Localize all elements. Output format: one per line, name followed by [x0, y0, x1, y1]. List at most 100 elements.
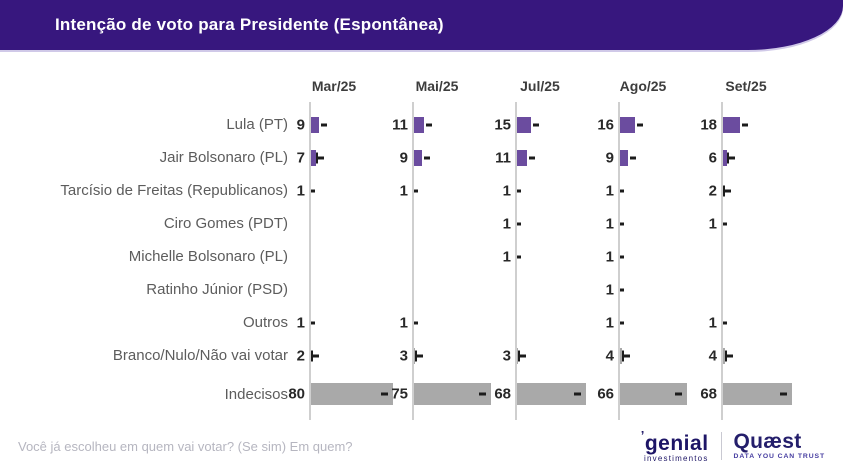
value-label: 2 [708, 182, 717, 199]
marker-dash [528, 156, 535, 159]
marker-dash [619, 321, 624, 324]
marker-dash [425, 123, 432, 126]
value-label: 9 [605, 149, 614, 166]
marker-dash [675, 392, 683, 396]
marker-dash [423, 156, 430, 159]
quaest-logo-text: Quæst [733, 430, 802, 454]
column-header: Ago/25 [619, 78, 667, 94]
bar [515, 383, 587, 405]
marker-tick [725, 350, 728, 361]
value-label: 66 [597, 385, 614, 403]
marker-dash [413, 321, 418, 324]
value-cell: 68 [700, 372, 824, 416]
value-label: 11 [392, 116, 408, 133]
column-header: Mar/25 [311, 78, 357, 94]
marker-dash [619, 288, 624, 291]
marker-dash [381, 392, 388, 396]
marker-dash [318, 156, 325, 159]
chart-row: Tarcísio de Freitas (Republicanos) 1 1 1 1 2 [0, 174, 843, 207]
value-cell: 1 [297, 174, 412, 207]
marker-dash [722, 222, 727, 225]
value-label: 1 [296, 314, 305, 331]
marker-dash [636, 123, 643, 126]
marker-dash [619, 222, 624, 225]
marker-dash [516, 255, 521, 258]
value-label: 1 [502, 182, 511, 199]
title-banner: Intenção de voto para Presidente (Espont… [0, 0, 843, 50]
logo-group: ’genial investimentos Quæst DATA YOU CAN… [641, 429, 825, 463]
value-cell: 9 [400, 141, 515, 174]
marker-dash [310, 189, 315, 192]
value-cell: 1 [606, 207, 721, 240]
value-cell [309, 240, 412, 273]
column-header: Mai/25 [415, 78, 459, 94]
value-cell: 4 [709, 339, 824, 372]
column-gridline [412, 102, 414, 420]
value-label: 3 [399, 347, 408, 364]
value-label: 1 [502, 248, 511, 265]
row-label: Tarcísio de Freitas (Republicanos) [60, 182, 288, 199]
genial-logo-subtext: investimentos [644, 454, 709, 463]
value-label: 1 [605, 314, 614, 331]
value-label: 4 [708, 347, 717, 364]
row-label: Jair Bolsonaro (PL) [159, 149, 288, 166]
page-title: Intenção de voto para Presidente (Espont… [55, 15, 444, 34]
value-label: 7 [296, 149, 305, 166]
value-label: 1 [605, 215, 614, 232]
chart-row: Lula (PT) 9 11 15 16 18 [0, 108, 843, 141]
value-label: 18 [700, 116, 717, 133]
bar [721, 383, 793, 405]
marker-dash [725, 189, 732, 192]
marker-dash [729, 156, 736, 159]
marker-dash [722, 321, 727, 324]
bar [721, 116, 740, 133]
bar [515, 149, 527, 166]
value-cell: 75 [391, 372, 515, 416]
marker-dash [478, 392, 486, 396]
value-label: 1 [399, 182, 408, 199]
bar [515, 116, 531, 133]
chart-row: Ciro Gomes (PDT) 1 1 1 [0, 207, 843, 240]
value-cell: 7 [297, 141, 412, 174]
column-header: Set/25 [725, 78, 767, 94]
marker-dash [619, 255, 624, 258]
value-cell: 4 [606, 339, 721, 372]
value-cell [412, 240, 515, 273]
value-cell: 6 [709, 141, 824, 174]
value-cell: 1 [400, 306, 515, 339]
value-cell: 1 [709, 306, 824, 339]
value-cell: 9 [606, 141, 721, 174]
value-cell: 11 [392, 108, 515, 141]
value-cell: 11 [495, 141, 618, 174]
marker-dash [313, 354, 320, 357]
bar [412, 116, 424, 133]
value-cell: 1 [709, 207, 824, 240]
value-cell [721, 240, 824, 273]
value-cell: 1 [400, 174, 515, 207]
genial-logo: ’genial investimentos [641, 429, 709, 463]
genial-logo-accent: ’ [640, 428, 645, 443]
marker-tick [727, 152, 730, 163]
value-cell: 2 [709, 174, 824, 207]
value-cell: 68 [494, 372, 618, 416]
column-header: Jul/25 [520, 78, 560, 94]
marker-tick [622, 350, 625, 361]
chart-rows: Lula (PT) 9 11 15 16 18 Jair Bolsonaro (PL) 7 9 1… [0, 108, 843, 416]
chart-row: Michelle Bolsonaro (PL) 1 1 [0, 240, 843, 273]
marker-dash [520, 354, 527, 357]
value-label: 1 [399, 314, 408, 331]
genial-logo-text: ’genial [640, 428, 709, 455]
value-cell: 80 [288, 372, 412, 416]
value-label: 1 [605, 281, 614, 298]
value-cell: 1 [606, 174, 721, 207]
value-cell [412, 273, 515, 306]
chart-row: Ratinho Júnior (PSD) 1 [0, 273, 843, 306]
value-label: 1 [708, 215, 717, 232]
chart-row: Jair Bolsonaro (PL) 7 9 11 9 6 [0, 141, 843, 174]
value-cell: 1 [503, 207, 618, 240]
marker-dash [417, 354, 424, 357]
survey-question: Você já escolheu em quem vai votar? (Se … [18, 438, 353, 454]
value-cell: 3 [400, 339, 515, 372]
value-cell: 2 [297, 339, 412, 372]
bar [309, 383, 393, 405]
